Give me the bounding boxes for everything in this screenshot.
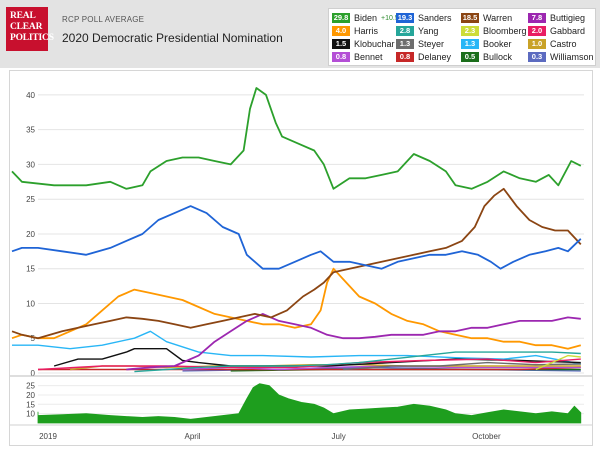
- legend-value-badge: 1.0: [528, 39, 546, 49]
- chart-title: 2020 Democratic Presidential Nomination: [62, 31, 283, 45]
- rcp-logo[interactable]: REAL CLEAR POLITICS: [6, 7, 54, 51]
- series-line-bloomberg: [535, 354, 581, 371]
- x-tick-label: 2019: [39, 432, 57, 441]
- legend-name: Gabbard: [550, 26, 586, 36]
- series-line-warren: [11, 187, 582, 340]
- legend-value-badge: 1.3: [396, 39, 414, 49]
- y-tick-label: 40: [26, 91, 35, 100]
- legend-value-badge: 0.3: [528, 52, 546, 62]
- x-tick-label: October: [472, 432, 501, 441]
- y-tick-label: 0: [31, 369, 36, 378]
- spread-y-tick-label: 25: [26, 382, 35, 391]
- legend-item-harris[interactable]: 4.0 Harris: [332, 25, 378, 37]
- legend-item-delaney[interactable]: 0.8 Delaney: [396, 51, 451, 63]
- legend-name: Steyer: [418, 39, 445, 49]
- legend-name: Harris: [354, 26, 378, 36]
- legend-item-gabbard[interactable]: 2.0 Gabbard: [528, 25, 585, 37]
- legend-item-bloomberg[interactable]: 2.3 Bloomberg: [461, 25, 527, 37]
- chart-frame: 0 5 10 15 20 25 30 35 40 10 15 20 25 2019 April July Oct…: [9, 70, 593, 446]
- spread-y-tick-label: 15: [26, 400, 35, 409]
- legend-item-biden[interactable]: 29.8 Biden +10.5: [332, 12, 399, 24]
- y-tick-label: 35: [26, 126, 35, 135]
- legend-name: Williamson: [550, 52, 594, 62]
- x-tick-label: July: [332, 432, 346, 441]
- legend-item-yang[interactable]: 2.8 Yang: [396, 25, 438, 37]
- series-line-buttigieg: [126, 312, 581, 371]
- legend-item-williamson[interactable]: 0.3 Williamson: [528, 51, 594, 63]
- legend-value-badge: 2.0: [528, 26, 546, 36]
- series-line-yang: [134, 351, 581, 373]
- y-tick-label: 15: [26, 265, 35, 274]
- spread-y-tick-label: 10: [26, 410, 35, 419]
- legend-value-badge: 0.5: [461, 52, 479, 62]
- legend-value-badge: 4.0: [332, 26, 350, 36]
- legend-item-sanders[interactable]: 19.3 Sanders: [396, 12, 452, 24]
- legend: 29.8 Biden +10.5 19.3 Sanders 18.5 Warren 7.8 Bu…: [328, 8, 596, 66]
- legend-name: Warren: [483, 13, 513, 23]
- series-line-steyer: [343, 361, 581, 371]
- legend-item-bennet[interactable]: 0.8 Bennet: [332, 51, 383, 63]
- legend-value-badge: 1.5: [332, 39, 350, 49]
- legend-value-badge: 0.8: [396, 52, 414, 62]
- legend-name: Bloomberg: [483, 26, 527, 36]
- series-line-sanders: [11, 205, 582, 270]
- legend-name: Klobuchar: [354, 39, 395, 49]
- y-tick-label: 30: [26, 160, 35, 169]
- legend-value-badge: 2.8: [396, 26, 414, 36]
- legend-name: Booker: [483, 39, 512, 49]
- legend-item-castro[interactable]: 1.0 Castro: [528, 38, 577, 50]
- legend-item-bullock[interactable]: 0.5 Bullock: [461, 51, 512, 63]
- legend-value-badge: 0.8: [332, 52, 350, 62]
- legend-name: Buttigieg: [550, 13, 586, 23]
- legend-value-badge: 18.5: [461, 13, 479, 23]
- legend-name: Bennet: [354, 52, 383, 62]
- x-tick-label: April: [185, 432, 201, 441]
- logo-line-2: CLEAR: [10, 22, 43, 32]
- header: REAL CLEAR POLITICS RCP POLL AVERAGE 202…: [0, 0, 600, 68]
- legend-delta: +10.5: [381, 14, 399, 22]
- series-line-harris: [11, 267, 582, 350]
- legend-item-steyer[interactable]: 1.3 Steyer: [396, 38, 444, 50]
- legend-value-badge: 29.8: [332, 13, 350, 23]
- legend-value-badge: 1.3: [461, 39, 479, 49]
- spread-area-biden: [37, 383, 582, 424]
- legend-value-badge: 19.3: [396, 13, 414, 23]
- legend-name: Castro: [550, 39, 577, 49]
- legend-item-booker[interactable]: 1.3 Booker: [461, 38, 512, 50]
- legend-name: Sanders: [418, 13, 452, 23]
- spread-y-tick-label: 20: [26, 391, 35, 400]
- chart-subtitle: RCP POLL AVERAGE: [62, 15, 145, 24]
- legend-item-warren[interactable]: 18.5 Warren: [461, 12, 512, 24]
- legend-name: Delaney: [418, 52, 452, 62]
- legend-item-buttigieg[interactable]: 7.8 Buttigieg: [528, 12, 585, 24]
- y-tick-label: 10: [26, 299, 35, 308]
- legend-value-badge: 7.8: [528, 13, 546, 23]
- series-line-biden: [11, 87, 582, 190]
- y-tick-label: 25: [26, 195, 35, 204]
- legend-value-badge: 2.3: [461, 26, 479, 36]
- y-tick-label: 20: [26, 230, 35, 239]
- legend-name: Bullock: [483, 52, 513, 62]
- logo-line-3: POLITICS: [10, 33, 54, 43]
- y-tick-label: 5: [31, 334, 36, 343]
- legend-item-klobuchar[interactable]: 1.5 Klobuchar: [332, 38, 395, 50]
- legend-name: Yang: [418, 26, 439, 36]
- logo-line-1: REAL: [10, 11, 36, 21]
- series-line-booker: [12, 330, 581, 365]
- legend-name: Biden: [354, 13, 378, 23]
